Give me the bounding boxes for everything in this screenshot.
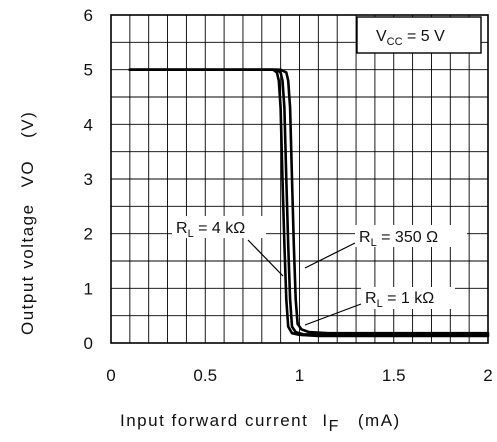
x-tick-label: 0.5 xyxy=(193,366,217,385)
condition-sub: CC xyxy=(387,36,403,48)
y-axis-symbol: VO xyxy=(18,160,37,188)
annotation-rl-4k: RL = 4 kΩ xyxy=(176,220,245,240)
y-tick-label: 0 xyxy=(84,334,93,353)
tick-labels: 0 0.5 1 1.5 2 0 1 2 3 4 5 6 xyxy=(84,6,493,385)
series-line-1 xyxy=(128,68,490,337)
y-axis-title: Output voltage VO (V) xyxy=(18,111,37,335)
x-axis-symbol: I xyxy=(322,411,328,430)
condition-main: V xyxy=(376,28,387,45)
x-tick-label: 1 xyxy=(295,366,304,385)
x-tick-label: 0 xyxy=(106,366,115,385)
x-axis-symbol-sub: F xyxy=(329,418,340,435)
x-axis-title: Input forward current IF (mA) xyxy=(120,411,401,435)
annotations: RL = 4 kΩ RL = 350 Ω RL = 1 kΩ xyxy=(172,216,467,326)
series-layer xyxy=(128,68,490,338)
annotation-arrow-4k xyxy=(247,239,284,277)
y-tick-label: 2 xyxy=(84,225,93,244)
series-line-0 xyxy=(128,68,490,338)
y-axis-unit: (V) xyxy=(18,111,37,138)
svg-text:VCC = 5 V: VCC = 5 V xyxy=(376,28,445,48)
y-tick-label: 3 xyxy=(84,170,93,189)
y-tick-label: 1 xyxy=(84,279,93,298)
condition-box: VCC = 5 V xyxy=(356,16,482,54)
y-tick-label: 4 xyxy=(84,115,93,134)
x-tick-label: 1.5 xyxy=(382,366,406,385)
y-tick-label: 5 xyxy=(84,61,93,80)
condition-rest: = 5 V xyxy=(403,28,446,45)
annotation-rl-1k: RL = 1 kΩ xyxy=(365,290,434,310)
x-axis-unit: (mA) xyxy=(358,411,401,430)
x-tick-label: 2 xyxy=(483,366,492,385)
y-axis-label: Output voltage xyxy=(18,203,37,335)
annotation-arrow-1k xyxy=(304,303,362,326)
series-line-2 xyxy=(128,68,490,335)
x-axis-label: Input forward current xyxy=(120,411,308,430)
y-tick-label: 6 xyxy=(84,6,93,25)
annotation-arrow-350 xyxy=(304,242,356,269)
annotation-rl-350: RL = 350 Ω xyxy=(359,229,438,249)
plot-frame xyxy=(110,14,489,344)
